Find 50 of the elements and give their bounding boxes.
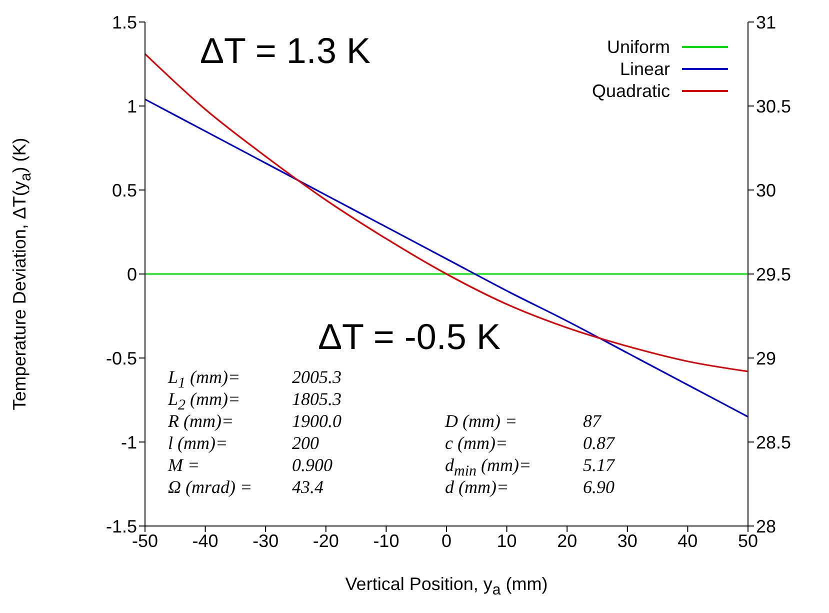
y-tick-label: 0.5 — [112, 180, 137, 200]
annotation: d (mm)= — [445, 477, 509, 498]
y-tick-label: 1 — [126, 96, 137, 116]
x-tick-label: 10 — [496, 530, 517, 551]
legend-label: Linear — [620, 58, 670, 80]
annotation: Ω (mrad) = — [168, 477, 252, 498]
y2-tick-label: 28 — [756, 516, 776, 536]
x-tick-label: -40 — [192, 530, 218, 551]
y-tick-label: -1 — [120, 432, 137, 452]
annotation: D (mm) = — [445, 411, 518, 432]
y2-tick-label: 31 — [756, 12, 776, 32]
y-tick-label: 0 — [126, 264, 137, 284]
y2-tick-label: 28.5 — [756, 432, 792, 452]
annotation: M = — [168, 455, 200, 476]
legend-label: Uniform — [606, 36, 670, 58]
y2-tick-label: 30.5 — [756, 96, 792, 116]
x-tick-label: 50 — [738, 530, 758, 551]
annotation: 6.90 — [583, 477, 614, 498]
annotation: L$_{1}$ (mm)= — [168, 367, 240, 392]
x-tick-label: -20 — [312, 530, 339, 551]
annotation: 5.17 — [583, 455, 614, 476]
x-axis-title: Vertical Position, y$_{a}$ (mm) — [345, 574, 548, 599]
annotation: R (mm)= — [168, 411, 234, 432]
legend-label: Quadratic — [592, 80, 670, 102]
y2-tick-label: 29.5 — [756, 264, 792, 284]
x-tick-label: 0 — [441, 530, 452, 551]
annotation: l (mm)= — [168, 433, 228, 454]
annotation: d$_{min}$ (mm)= — [445, 455, 532, 480]
annotation: ΔT = -0.5 K — [318, 316, 500, 358]
annotation: 87 — [583, 411, 601, 432]
annotation: L$_{2}$ (mm)= — [168, 389, 240, 414]
annotation: 0.900 — [292, 455, 332, 476]
annotation: 0.87 — [583, 433, 614, 454]
y-tick-label: 1.5 — [112, 12, 137, 32]
annotation: ΔT = 1.3 K — [200, 30, 370, 72]
x-tick-label: 30 — [617, 530, 638, 551]
x-tick-label: -10 — [373, 530, 400, 551]
annotation: 200 — [292, 433, 319, 454]
annotation: 43.4 — [292, 477, 324, 498]
y2-tick-label: 29 — [756, 348, 776, 368]
x-tick-label: -30 — [252, 530, 279, 551]
annotation: 1805.3 — [292, 389, 342, 410]
y-tick-label: -1.5 — [106, 516, 137, 536]
x-tick-label: 20 — [557, 530, 578, 551]
x-tick-label: 40 — [678, 530, 698, 551]
annotation: 2005.3 — [292, 367, 342, 388]
y-tick-label: -0.5 — [106, 348, 137, 368]
annotation: 1900.0 — [292, 411, 342, 432]
annotation: c (mm)= — [445, 433, 508, 454]
y2-tick-label: 30 — [756, 180, 776, 200]
